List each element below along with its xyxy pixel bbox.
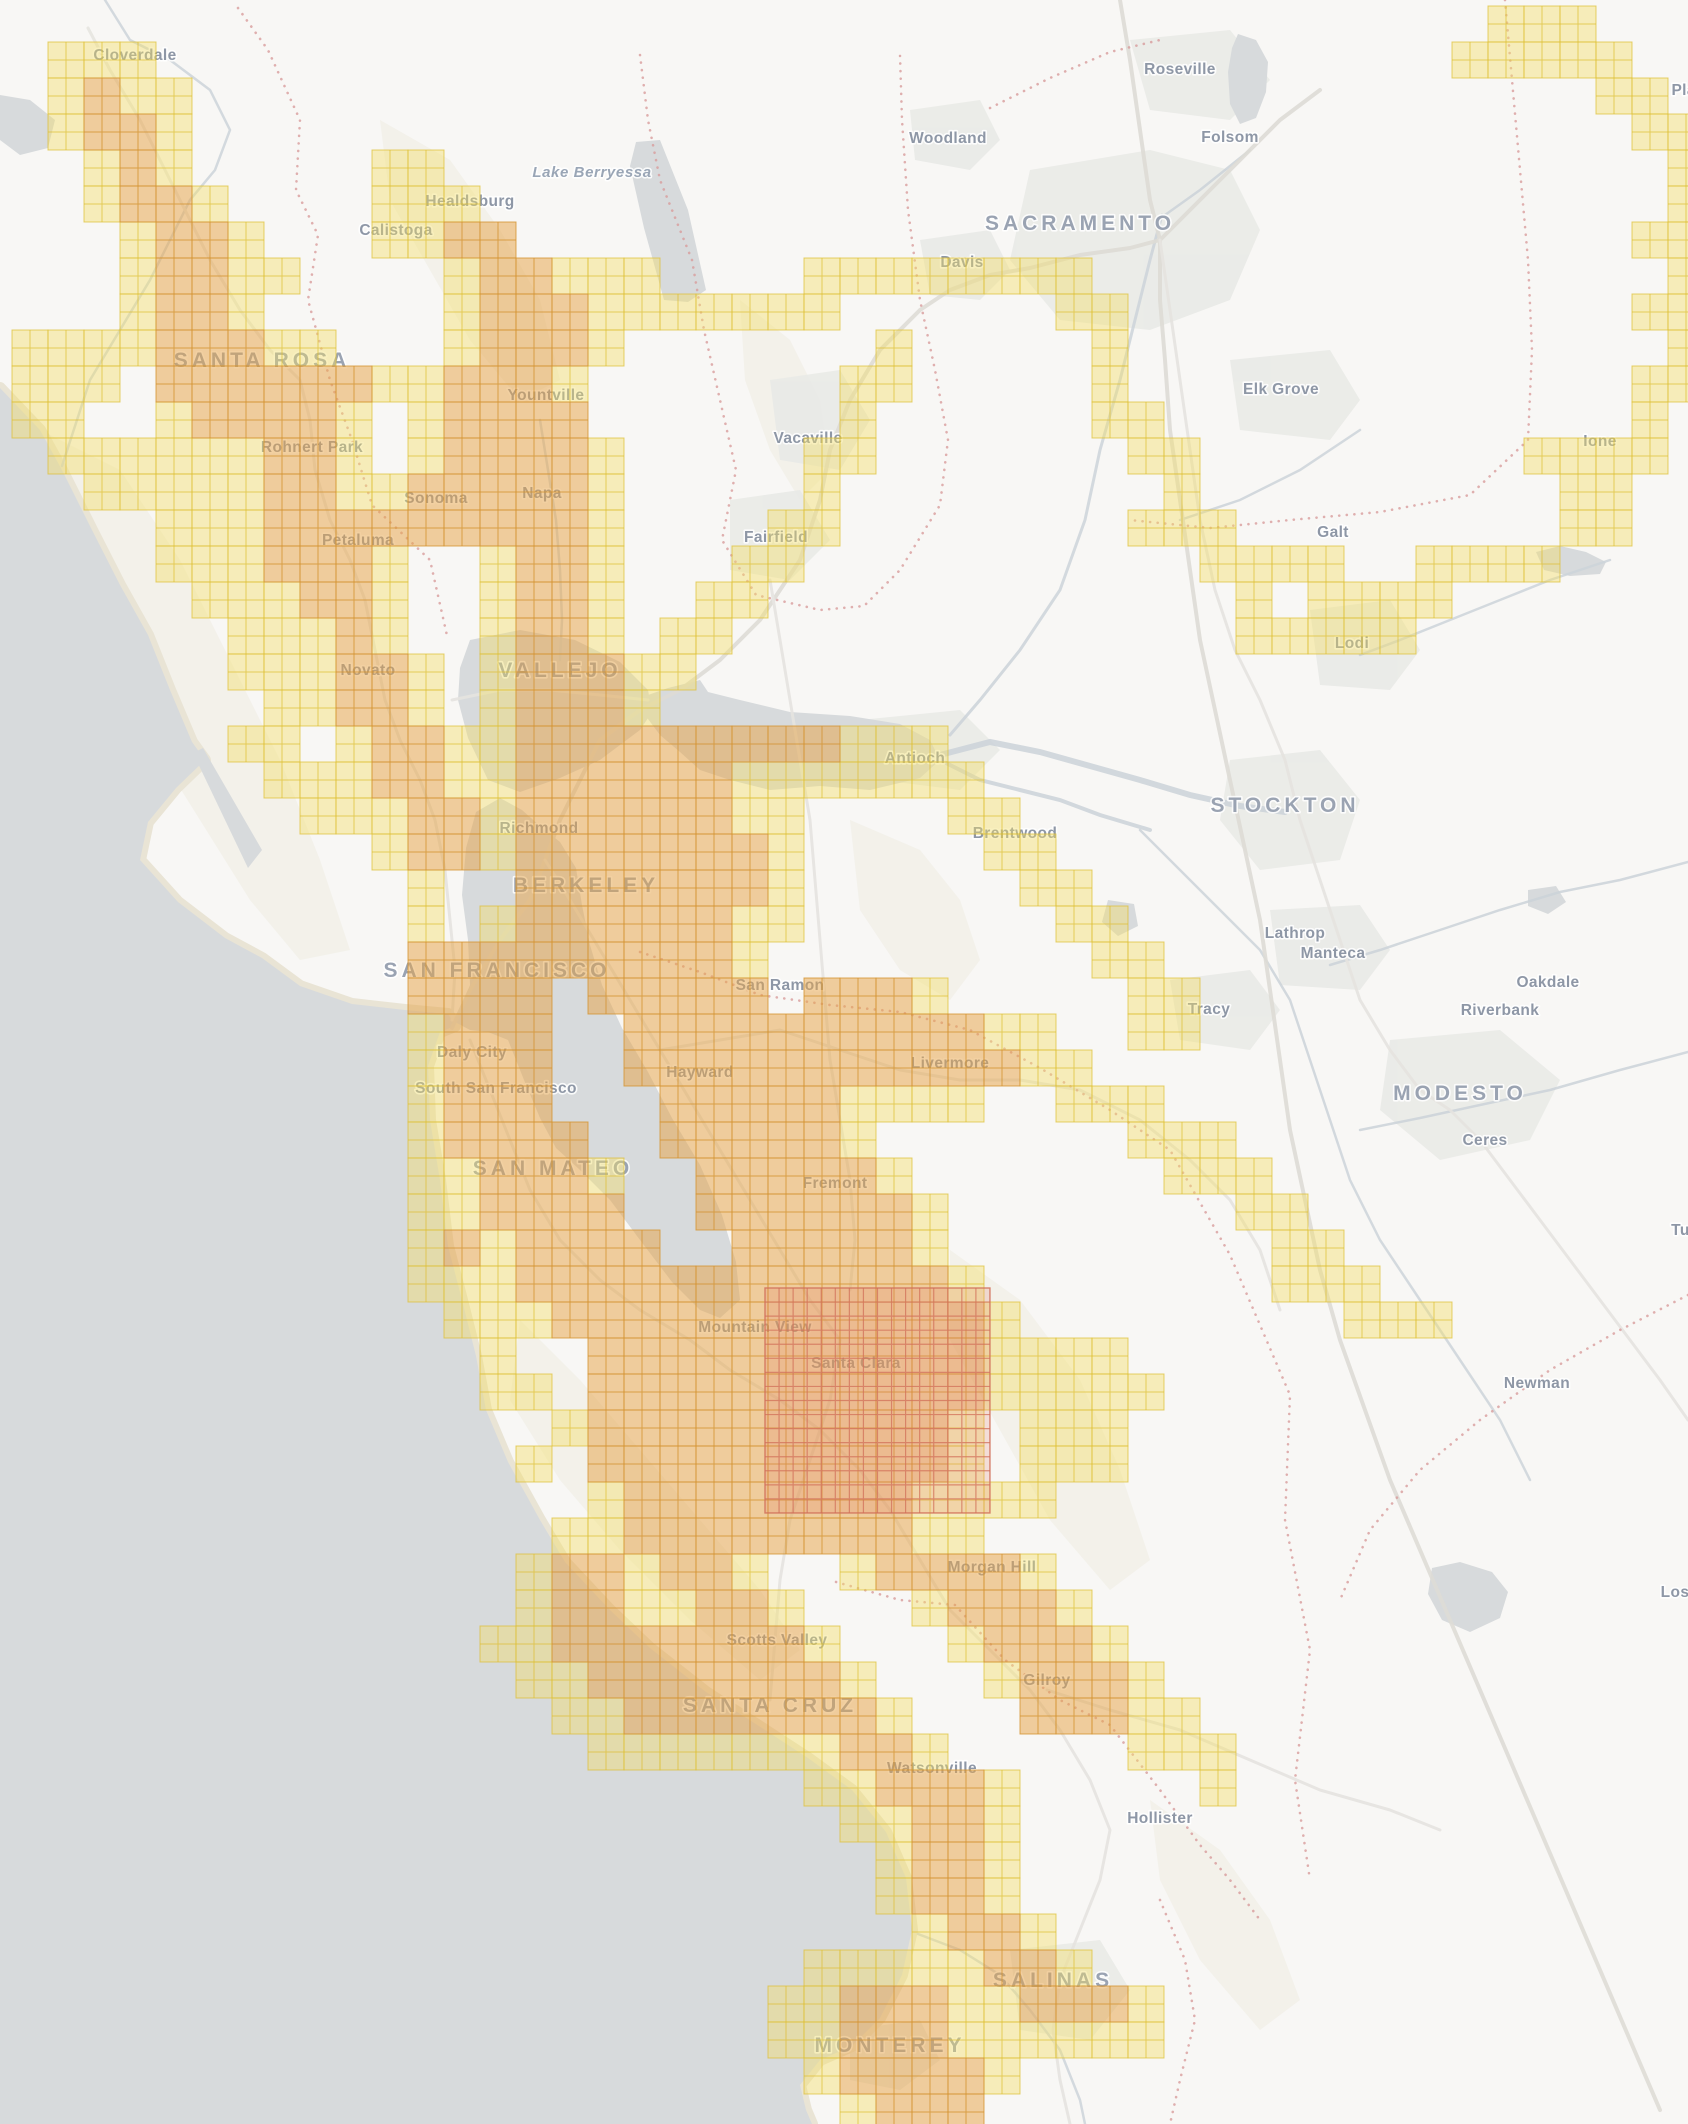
river-line bbox=[60, 0, 232, 468]
place-label: Placerville bbox=[1671, 82, 1688, 99]
place-label: Riverbank bbox=[1461, 1002, 1540, 1019]
county-boundary bbox=[1128, 0, 1534, 530]
place-label: Lodi bbox=[1335, 635, 1369, 652]
terrain-shade bbox=[40, 430, 350, 960]
coverage-subgrid-o bbox=[84, 78, 1128, 2124]
river-line bbox=[1163, 148, 1252, 217]
selected-area-grid[interactable] bbox=[764, 1287, 991, 1514]
water-body-tomales-bay bbox=[193, 748, 262, 868]
place-label: Los Banos bbox=[1661, 1584, 1688, 1601]
coverage-layer-o[interactable] bbox=[83, 77, 1129, 2124]
place-label: Ione bbox=[1583, 433, 1616, 450]
water-body-clifton-forebay bbox=[1102, 900, 1138, 936]
place-label: Turlock bbox=[1671, 1222, 1688, 1239]
terrain-shade bbox=[850, 820, 980, 1000]
urban-area bbox=[1220, 750, 1360, 870]
place-label: Calistoga bbox=[359, 222, 432, 239]
water-body-lake-berryessa bbox=[630, 140, 706, 302]
urban-area bbox=[1380, 1030, 1560, 1160]
place-label: Lathrop bbox=[1265, 925, 1326, 942]
urban-area bbox=[1270, 905, 1390, 990]
place-label: Elk Grove bbox=[1243, 381, 1319, 398]
county-boundary bbox=[988, 38, 1162, 110]
urban-area bbox=[910, 100, 1000, 170]
county-boundary bbox=[638, 53, 950, 612]
selected-area-subgrid bbox=[765, 1288, 990, 1513]
terrain-shade bbox=[1150, 1800, 1300, 2030]
place-label: Oakdale bbox=[1516, 974, 1579, 991]
county-boundary bbox=[1338, 1293, 1688, 1602]
place-label: STOCKTON bbox=[1210, 794, 1359, 817]
river-line bbox=[1328, 860, 1688, 967]
place-label: Folsom bbox=[1201, 129, 1259, 146]
place-label: MODESTO bbox=[1393, 1082, 1527, 1105]
urban-area bbox=[730, 490, 830, 580]
road-line bbox=[1118, 0, 1662, 2112]
urban-area bbox=[1010, 150, 1260, 330]
place-label: Fairfield bbox=[744, 529, 808, 546]
place-label: Newman bbox=[1504, 1375, 1570, 1392]
urban-area bbox=[1230, 350, 1360, 440]
urban-area bbox=[1310, 600, 1420, 690]
road-line bbox=[1158, 238, 1688, 1422]
urban-area bbox=[1170, 970, 1280, 1050]
place-label: Roseville bbox=[1144, 61, 1216, 78]
water-body-camanche-reservoir bbox=[1536, 546, 1606, 576]
river-line bbox=[1358, 1050, 1688, 1132]
place-label: Healdsburg bbox=[425, 193, 514, 210]
place-label: Galt bbox=[1317, 524, 1349, 541]
river-line bbox=[937, 738, 1288, 815]
river-line bbox=[948, 213, 1164, 737]
coverage-subgrid-y bbox=[12, 6, 1688, 2124]
water-body-folsom-lake bbox=[1228, 34, 1268, 124]
coverage-layer-y[interactable] bbox=[11, 5, 1688, 2124]
selected-area-border bbox=[764, 1287, 991, 1514]
river-line bbox=[938, 758, 1152, 832]
urban-area bbox=[920, 230, 1010, 300]
place-label: Lake Berryessa bbox=[532, 164, 651, 181]
place-label: Hollister bbox=[1127, 1810, 1193, 1827]
river-line bbox=[1138, 828, 1532, 1482]
terrain-shade bbox=[950, 1250, 1150, 1590]
place-label: Manteca bbox=[1301, 945, 1366, 962]
urban-area bbox=[770, 370, 870, 470]
place-label: SACRAMENTO bbox=[985, 212, 1175, 235]
place-label: Woodland bbox=[909, 130, 987, 147]
water-body-lake-mendocino bbox=[0, 95, 55, 155]
place-label: Ceres bbox=[1462, 1132, 1507, 1149]
county-boundary bbox=[834, 1580, 1262, 1922]
